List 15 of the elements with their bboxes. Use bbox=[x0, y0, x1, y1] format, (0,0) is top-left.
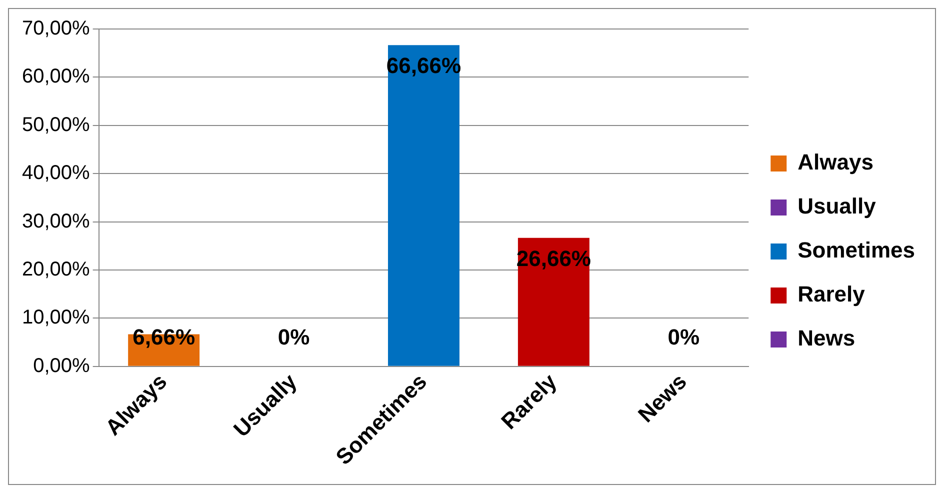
legend-label: Always bbox=[798, 150, 874, 175]
data-label: 0% bbox=[278, 324, 310, 350]
legend-label: News bbox=[798, 326, 856, 351]
y-tick-label: 0,00% bbox=[33, 354, 90, 377]
y-tick-label: 30,00% bbox=[22, 210, 90, 232]
legend-label: Rarely bbox=[798, 282, 866, 307]
y-tick-label: 20,00% bbox=[22, 258, 90, 280]
legend-label: Usually bbox=[798, 194, 877, 219]
y-tick-label: 60,00% bbox=[22, 66, 90, 88]
y-tick-label: 50,00% bbox=[22, 114, 90, 136]
y-tick-label: 10,00% bbox=[22, 306, 90, 329]
y-tick-label: 40,00% bbox=[22, 162, 90, 184]
y-tick-label: 70,00% bbox=[22, 18, 90, 40]
legend-label: Sometimes bbox=[798, 238, 916, 263]
data-label: 0% bbox=[668, 324, 700, 350]
